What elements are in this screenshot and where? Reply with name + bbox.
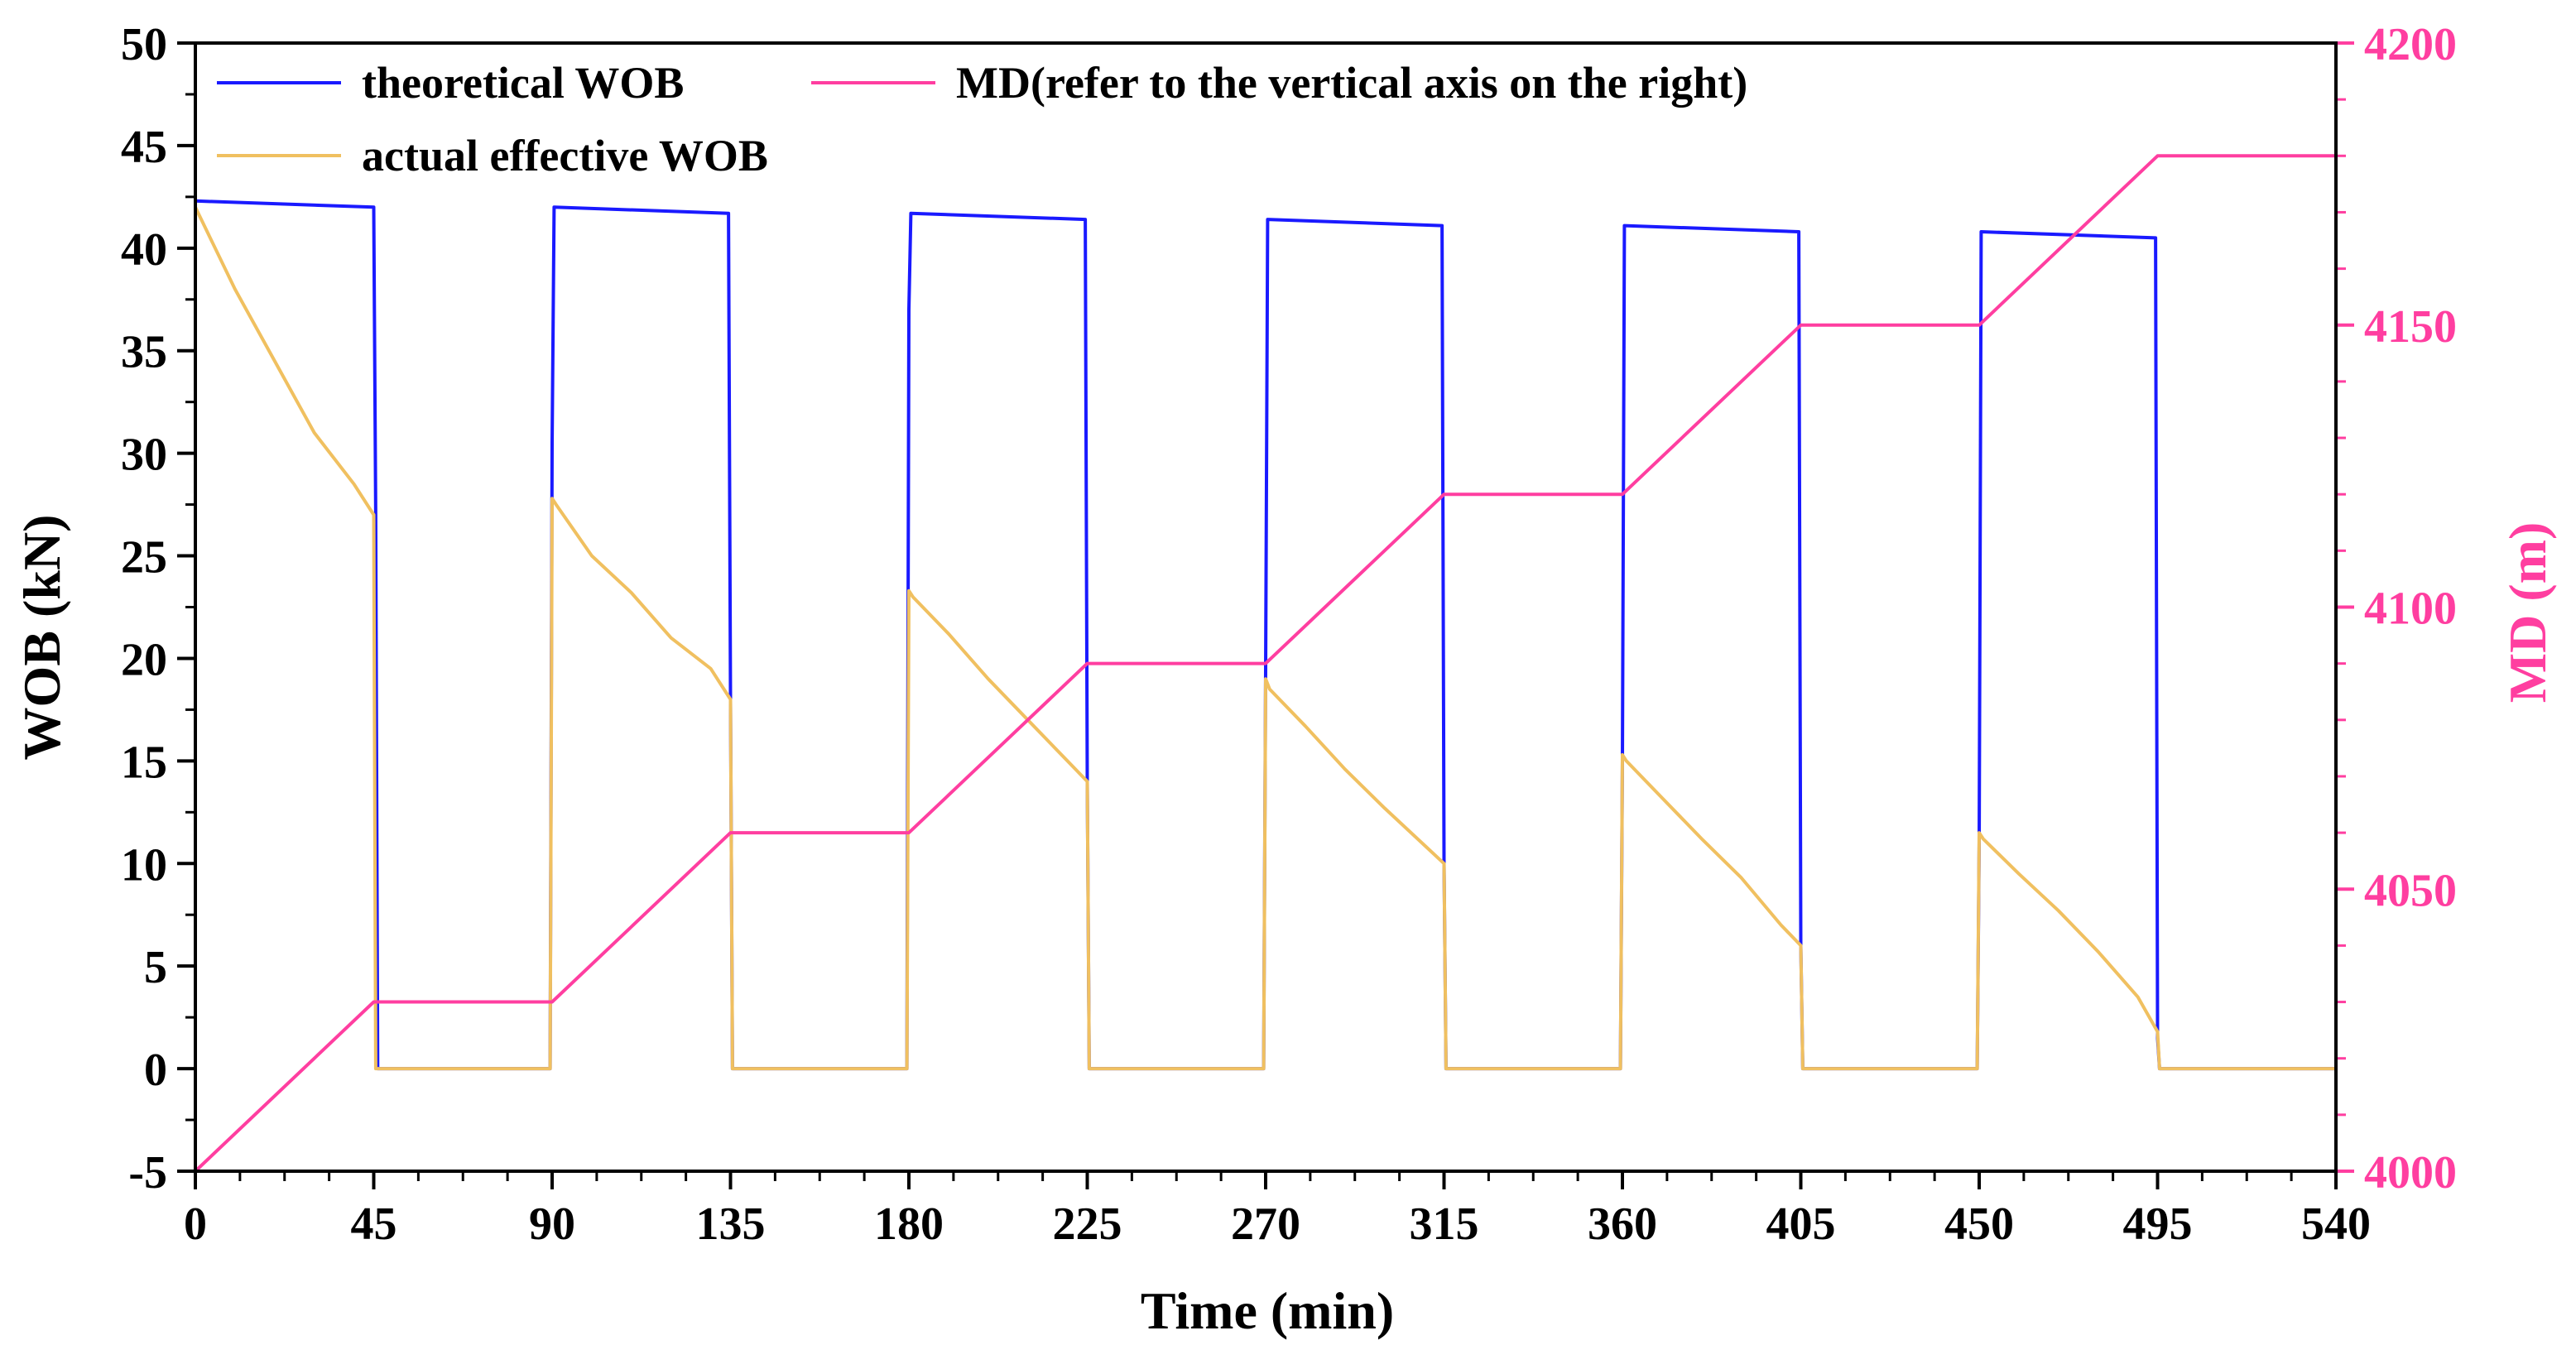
left-tick-label: 20 bbox=[121, 634, 167, 685]
x-tick-label: 0 bbox=[184, 1198, 207, 1250]
left-axis-label: WOB (kN) bbox=[12, 515, 71, 761]
x-tick-label: 180 bbox=[874, 1198, 944, 1250]
x-tick-label: 315 bbox=[1410, 1198, 1479, 1250]
left-tick-label: 45 bbox=[121, 122, 167, 173]
series-actual-line bbox=[194, 206, 2336, 1071]
x-tick-label: 360 bbox=[1588, 1198, 1657, 1250]
right-axis-ticks: 4000 4050 4100 4150 4200 bbox=[2336, 19, 2457, 1198]
left-tick-label: 10 bbox=[121, 839, 167, 891]
legend-label-actual: actual effective WOB bbox=[362, 131, 768, 180]
left-tick-label: 50 bbox=[121, 19, 167, 70]
x-tick-label: 225 bbox=[1053, 1198, 1122, 1250]
left-tick-label: -5 bbox=[128, 1147, 167, 1198]
legend: theoretical WOB MD(refer to the vertical … bbox=[217, 58, 1747, 180]
plot-frame bbox=[194, 41, 2338, 1173]
right-tick-label: 4200 bbox=[2364, 19, 2457, 70]
right-tick-label: 4100 bbox=[2364, 584, 2457, 635]
x-tick-label: 90 bbox=[529, 1198, 575, 1250]
left-tick-label: 40 bbox=[121, 224, 167, 276]
right-axis-label: MD (m) bbox=[2498, 522, 2557, 704]
x-tick-label: 135 bbox=[696, 1198, 766, 1250]
series-layer bbox=[194, 154, 2336, 1173]
x-tick-label: 45 bbox=[351, 1198, 397, 1250]
x-tick-label: 540 bbox=[2301, 1198, 2371, 1250]
x-tick-label: 495 bbox=[2123, 1198, 2193, 1250]
legend-label-theoretical: theoretical WOB bbox=[362, 58, 684, 108]
left-tick-label: 0 bbox=[144, 1045, 167, 1096]
x-axis-label: Time (min) bbox=[1141, 1281, 1394, 1340]
right-tick-label: 4150 bbox=[2364, 301, 2457, 353]
left-tick-label: 5 bbox=[144, 942, 167, 993]
series-md-line bbox=[194, 154, 2336, 1173]
left-tick-label: 35 bbox=[121, 327, 167, 378]
x-tick-label: 405 bbox=[1766, 1198, 1836, 1250]
x-tick-label: 270 bbox=[1231, 1198, 1300, 1250]
right-tick-label: 4000 bbox=[2364, 1147, 2457, 1198]
left-tick-label: 30 bbox=[121, 430, 167, 481]
x-axis-ticks: 0 45 90 135 180 225 270 315 360 405 450 495 540 bbox=[184, 1171, 2371, 1250]
left-tick-label: 25 bbox=[121, 532, 167, 584]
right-tick-label: 4050 bbox=[2364, 865, 2457, 916]
x-tick-label: 450 bbox=[1944, 1198, 2014, 1250]
legend-label-md: MD(refer to the vertical axis on the rig… bbox=[956, 58, 1747, 108]
left-tick-label: 15 bbox=[121, 737, 167, 788]
